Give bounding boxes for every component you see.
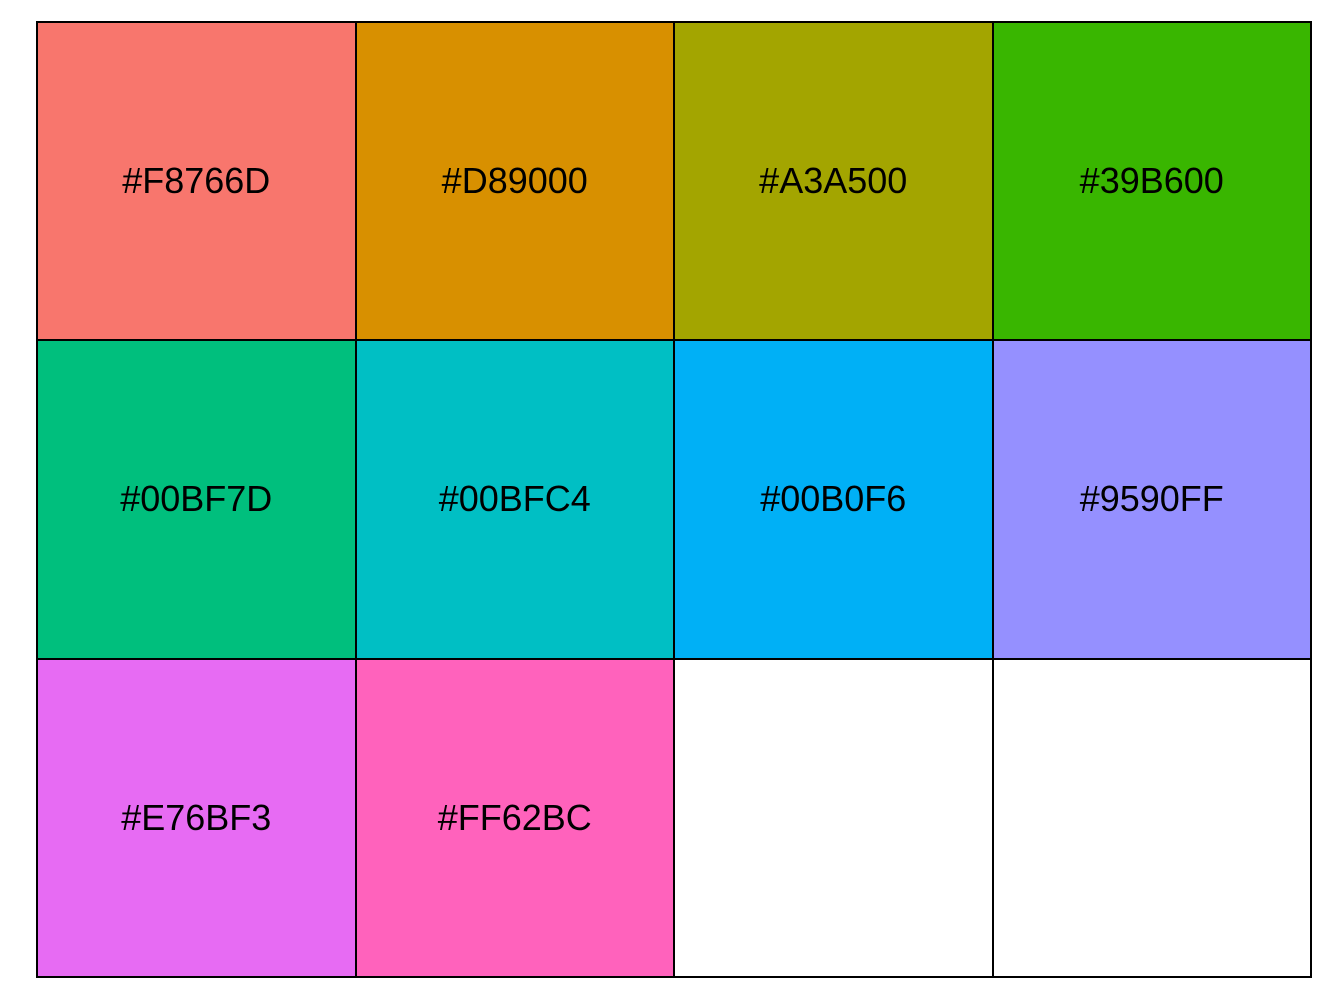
swatch-hex-label: #9590FF [1079, 478, 1224, 520]
swatch-hex-label: #E76BF3 [121, 796, 272, 838]
swatch-hex-label: #D89000 [441, 160, 588, 202]
empty-swatch [675, 659, 994, 978]
color-swatch: #00BF7D [38, 341, 357, 660]
color-swatch: #F8766D [38, 23, 357, 342]
color-swatch: #FF62BC [356, 659, 675, 978]
swatch-hex-label: #00BFC4 [438, 478, 591, 520]
swatch-hex-label: #00BF7D [120, 478, 273, 520]
empty-swatch [993, 659, 1312, 978]
color-swatch: #39B600 [993, 23, 1312, 342]
swatch-hex-label: #F8766D [122, 160, 271, 202]
color-palette-grid: #F8766D #D89000 #A3A500 #39B600 #00BF7D … [36, 21, 1312, 978]
color-swatch: #00B0F6 [675, 341, 994, 660]
swatch-hex-label: #39B600 [1079, 160, 1224, 202]
swatch-hex-label: #A3A500 [759, 160, 908, 202]
swatch-hex-label: #FF62BC [437, 796, 592, 838]
color-swatch: #9590FF [993, 341, 1312, 660]
color-swatch: #D89000 [356, 23, 675, 342]
color-swatch: #00BFC4 [356, 341, 675, 660]
color-swatch: #A3A500 [675, 23, 994, 342]
swatch-hex-label: #00B0F6 [760, 478, 907, 520]
color-swatch: #E76BF3 [38, 659, 357, 978]
